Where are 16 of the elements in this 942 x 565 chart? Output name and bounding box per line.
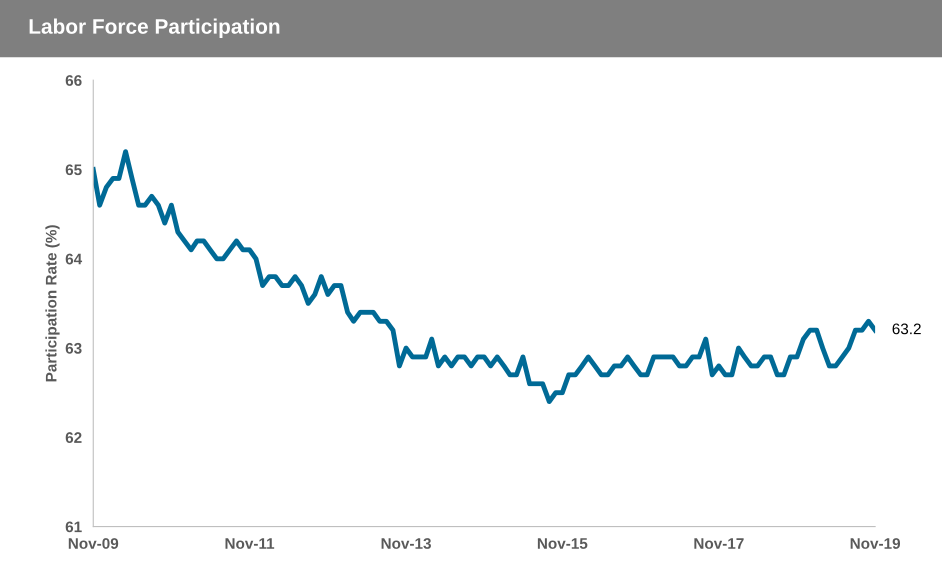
y-tick-label: 62 xyxy=(66,432,82,443)
x-tick-label: Nov-15 xyxy=(538,538,588,549)
x-tick-label: Nov-19 xyxy=(850,538,900,549)
line-series xyxy=(93,149,876,404)
x-tick-label: Nov-13 xyxy=(382,538,431,549)
y-tick-label: 66 xyxy=(66,75,82,86)
y-tick-label: 61 xyxy=(66,521,82,532)
x-tick-label: Nov-17 xyxy=(694,538,744,549)
chart-title: Labor Force Participation xyxy=(30,18,280,38)
y-tick-label: 63 xyxy=(66,342,82,354)
y-tick-label: 64 xyxy=(66,254,82,264)
y-axis-title: Participation Rate (%) xyxy=(45,225,60,382)
x-tick-label: Nov-09 xyxy=(68,538,118,549)
data-label: 63.2 xyxy=(892,323,921,334)
x-tick-label: Nov-11 xyxy=(226,538,274,549)
y-tick-label: 65 xyxy=(66,164,82,176)
